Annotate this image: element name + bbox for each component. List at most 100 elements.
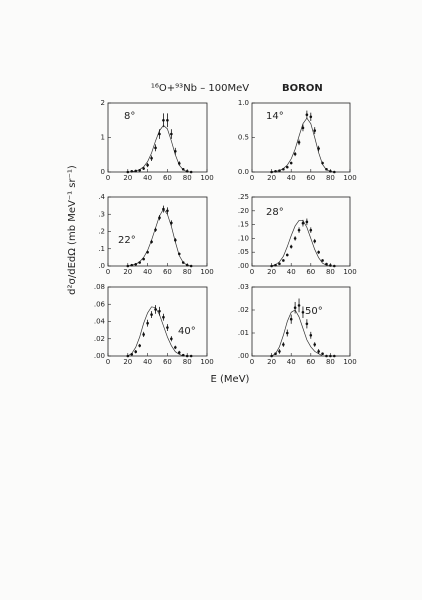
data-point <box>321 161 324 165</box>
y-tick-label: 0.0 <box>238 168 249 176</box>
data-point <box>142 257 145 261</box>
x-tick-label: 80 <box>183 358 192 366</box>
data-point <box>174 238 177 242</box>
data-point <box>177 252 181 256</box>
data-point <box>282 259 285 262</box>
x-axis-label: E (MeV) <box>211 374 250 385</box>
data-point <box>150 313 153 316</box>
data-point <box>278 262 281 266</box>
plot-frame <box>251 286 351 357</box>
y-tick-label: .0 <box>98 262 105 270</box>
data-point <box>317 350 320 353</box>
panel-angle: 50° <box>305 306 323 317</box>
y-tick-label: .00 <box>238 262 249 270</box>
data-point <box>317 147 320 150</box>
x-tick-label: 40 <box>287 358 296 366</box>
data-point <box>146 321 149 325</box>
panel-angle: 8° <box>124 111 135 122</box>
x-tick-label: 60 <box>306 174 315 182</box>
panel-angle: 28° <box>266 207 284 218</box>
data-point <box>158 216 161 219</box>
data-point <box>174 150 177 153</box>
panel-angle: 22° <box>118 235 136 246</box>
data-point <box>162 207 165 211</box>
x-tick-label: 40 <box>143 174 152 182</box>
data-point <box>289 317 293 321</box>
data-point <box>282 343 285 346</box>
data-point <box>154 308 157 311</box>
data-point <box>154 146 157 150</box>
x-tick-label: 80 <box>326 358 335 366</box>
data-point <box>138 168 141 172</box>
x-tick-label: 20 <box>267 174 276 182</box>
x-tick-label: 60 <box>163 358 172 366</box>
figure-title: ¹⁶O+⁹³Nb – 100MeV <box>151 83 249 94</box>
data-point <box>142 333 145 336</box>
data-point <box>189 170 193 174</box>
data-point <box>177 351 181 354</box>
data-point <box>158 132 161 136</box>
figure-annotation: BORON <box>282 83 323 94</box>
x-tick-label: 40 <box>143 268 152 276</box>
data-point <box>126 354 130 358</box>
data-point <box>329 170 332 173</box>
x-tick-label: 0 <box>250 268 254 276</box>
data-point <box>321 352 324 356</box>
data-point <box>325 354 328 358</box>
data-point <box>282 167 285 171</box>
data-point <box>154 228 157 232</box>
data-point <box>181 261 185 264</box>
data-point <box>181 167 185 171</box>
data-point <box>285 331 289 335</box>
data-point <box>126 170 130 174</box>
x-tick-label: 100 <box>343 268 356 276</box>
data-point <box>289 161 293 165</box>
data-point <box>329 264 332 267</box>
data-point <box>130 352 134 356</box>
x-tick-label: 40 <box>143 358 152 366</box>
data-point <box>177 162 181 165</box>
data-point <box>297 141 301 144</box>
x-tick-label: 0 <box>250 174 254 182</box>
y-tick-label: .25 <box>238 193 249 201</box>
data-point <box>146 163 149 167</box>
data-point <box>166 326 169 329</box>
x-tick-label: 100 <box>200 174 213 182</box>
data-point <box>305 113 309 117</box>
data-point <box>313 239 317 243</box>
data-point <box>170 132 173 136</box>
data-point <box>289 245 293 248</box>
x-tick-label: 60 <box>163 268 172 276</box>
x-tick-label: 100 <box>343 174 356 182</box>
data-point <box>321 259 324 262</box>
y-tick-label: 2 <box>101 99 105 107</box>
data-point <box>185 263 189 267</box>
x-tick-label: 0 <box>106 268 110 276</box>
data-point <box>130 263 134 267</box>
y-tick-label: .4 <box>98 193 105 201</box>
data-point <box>293 237 297 240</box>
panel-angle: 40° <box>178 326 196 337</box>
x-tick-label: 80 <box>183 174 192 182</box>
x-tick-label: 100 <box>200 358 213 366</box>
x-tick-label: 60 <box>163 174 172 182</box>
x-tick-label: 0 <box>250 358 254 366</box>
data-point <box>305 220 309 224</box>
data-point <box>166 209 169 213</box>
data-point <box>158 309 161 313</box>
y-tick-label: .10 <box>238 234 249 242</box>
data-point <box>130 170 134 173</box>
data-point <box>293 306 297 310</box>
data-point <box>325 167 328 171</box>
x-tick-label: 80 <box>326 174 335 182</box>
x-tick-label: 20 <box>267 268 276 276</box>
y-tick-label: 1.0 <box>238 99 249 107</box>
y-tick-label: .03 <box>238 283 249 291</box>
y-tick-label: .3 <box>98 210 105 218</box>
data-point <box>134 262 138 266</box>
x-tick-label: 20 <box>123 358 132 366</box>
data-point <box>150 240 153 244</box>
x-tick-label: 40 <box>287 174 296 182</box>
